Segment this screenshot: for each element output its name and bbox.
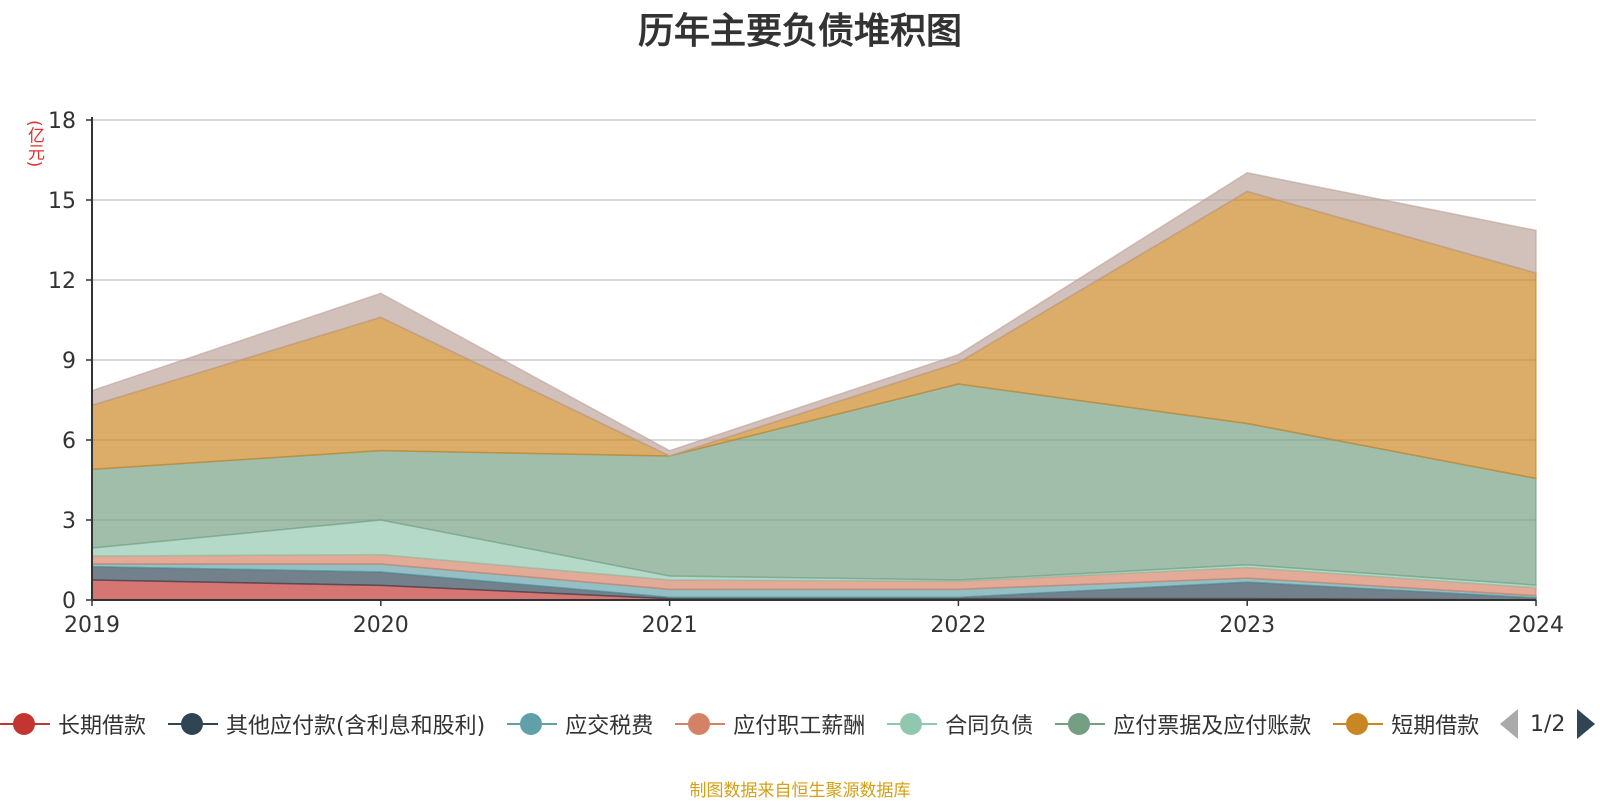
legend-item[interactable]: 其他应付款(含利息和股利) [168,706,485,742]
legend-marker-icon [0,712,50,736]
legend-marker-icon [675,712,726,736]
y-tick-label: 0 [62,589,76,614]
legend-marker-icon [507,712,558,736]
legend-prev-page-icon[interactable] [1500,709,1518,739]
legend-next-page-icon[interactable] [1577,709,1596,739]
legend-item[interactable]: 应付职工薪酬 [675,706,865,742]
y-tick-label: 9 [62,349,76,374]
legend-item[interactable]: 长期借款 [0,706,146,742]
legend-marker-icon [168,712,219,736]
legend-item[interactable]: 应付票据及应付账款 [1055,706,1311,742]
legend-label: 其他应付款(含利息和股利) [226,714,486,739]
legend-page-indicator: 1/2 [1530,711,1566,737]
legend-label: 应付票据及应付账款 [1113,714,1312,739]
legend-marker-icon [887,712,938,736]
y-tick-label: 6 [62,429,76,454]
y-tick-label: 12 [48,269,76,294]
legend: 长期借款 其他应付款(含利息和股利) 应交税费 应付职工薪酬 合同负债 应付票据及应付账款… [0,706,1600,742]
y-axis-unit-label: (亿元) [24,120,44,168]
x-tick-label: 2023 [1219,613,1275,638]
legend-item[interactable]: 短期借款 [1333,706,1479,742]
x-tick-label: 2021 [642,613,698,638]
stacked-area-chart: 0 3 6 9 12 15 18 2019 2020 2021 2022 2023 2024 [48,109,1564,638]
legend-marker-icon [1333,712,1384,736]
legend-label: 短期借款 [1391,714,1480,739]
x-tick-label: 2022 [930,613,986,638]
chart-title: 历年主要负债堆积图 [637,11,962,52]
legend-item[interactable]: 合同负债 [887,706,1033,742]
legend-items: 长期借款 其他应付款(含利息和股利) 应交税费 应付职工薪酬 合同负债 应付票据及应付账款… [0,706,1483,742]
y-tick-label: 18 [48,109,76,134]
legend-label: 合同负债 [945,714,1034,739]
x-tick-label: 2020 [353,613,409,638]
data-source-footer: 制图数据来自恒生聚源数据库 [689,781,911,801]
legend-pager: 1/2 [1500,706,1596,742]
y-tick-label: 15 [48,189,76,214]
x-tick-label: 2024 [1508,613,1564,638]
legend-label: 长期借款 [58,714,147,739]
y-tick-label: 3 [62,509,76,534]
legend-marker-icon [1055,712,1106,736]
legend-item[interactable]: 应交税费 [507,706,653,742]
area-series-8 [91,172,1537,457]
x-tick-label: 2019 [64,613,120,638]
legend-label: 应交税费 [565,714,654,739]
legend-label: 应付职工薪酬 [733,714,866,739]
